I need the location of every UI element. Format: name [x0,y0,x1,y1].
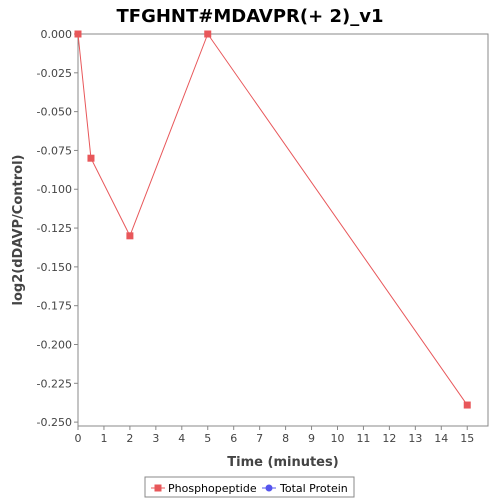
x-tick-label: 14 [434,432,448,445]
legend-label: Phosphopeptide [168,482,257,495]
y-tick-label: 0.000 [41,28,73,41]
legend-marker [265,484,273,492]
y-axis: 0.000 -0.025 -0.050 -0.075 -0.100 -0.125 -0.15… [37,28,78,429]
legend-item: Total Protein [262,482,348,495]
x-tick-label: 12 [382,432,396,445]
y-tick-label: -0.200 [37,338,72,351]
x-tick-label: 3 [152,432,159,445]
y-tick-label: -0.050 [37,106,72,119]
x-axis: 0 1 2 3 4 5 6 7 8 9 10 11 12 13 14 15 [75,426,474,445]
y-tick-label: -0.150 [37,261,72,274]
x-tick-label: 13 [408,432,422,445]
x-tick-label: 2 [126,432,133,445]
data-point [74,30,82,38]
y-tick-label: -0.225 [37,377,72,390]
plot-area [77,33,489,427]
data-point [126,232,134,240]
x-tick-label: 9 [308,432,315,445]
x-tick-label: 7 [256,432,263,445]
y-tick-label: -0.100 [37,183,72,196]
legend-item: Phosphopeptide [151,482,257,495]
y-tick-label: -0.025 [37,67,72,80]
data-point [87,154,95,162]
series-layer [74,30,471,409]
x-tick-label: 15 [460,432,474,445]
y-axis-label: log2(dDAVP/Control) [11,155,26,306]
x-tick-label: 11 [356,432,370,445]
data-point [204,30,212,38]
legend-box [144,476,355,498]
legend: Phosphopeptide Total Protein [144,476,355,498]
legend-label: Total Protein [279,482,348,495]
data-point [463,401,471,409]
chart-title: TFGHNT#MDAVPR(+ 2)_v1 [117,6,384,27]
x-axis-label: Time (minutes) [227,455,338,470]
y-tick-label: -0.075 [37,144,72,157]
x-tick-label: 10 [330,432,344,445]
y-tick-label: -0.125 [37,222,72,235]
x-tick-label: 4 [178,432,185,445]
legend-marker [154,484,162,492]
x-tick-label: 8 [282,432,289,445]
y-tick-label: -0.250 [37,416,72,429]
x-tick-label: 6 [230,432,237,445]
x-tick-label: 0 [75,432,82,445]
y-tick-label: -0.175 [37,300,72,313]
x-tick-label: 1 [100,432,107,445]
x-tick-label: 5 [204,432,211,445]
